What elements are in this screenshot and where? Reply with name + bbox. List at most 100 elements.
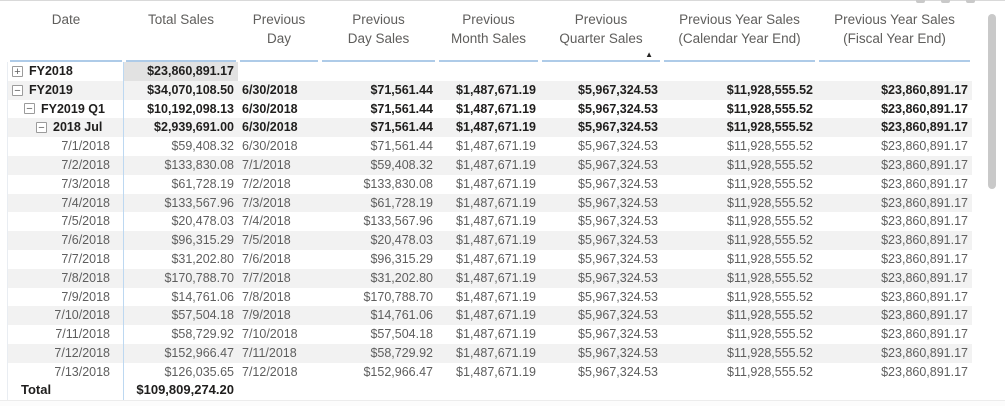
cell-prev-day[interactable]: 7/9/2018: [242, 308, 291, 323]
cell-prev-day[interactable]: 7/6/2018: [242, 251, 291, 266]
cell-prev-day[interactable]: 6/30/2018: [242, 101, 298, 116]
column-header-prev_day_sales[interactable]: Previous Day Sales: [320, 2, 437, 62]
cell-prev-day-sales[interactable]: $133,567.96: [363, 214, 433, 229]
cell-prev-day[interactable]: 6/30/2018: [242, 82, 298, 97]
cell-prev-day[interactable]: 7/5/2018: [242, 233, 291, 248]
cell-date[interactable]: 7/1/2018: [8, 137, 124, 156]
cell-prev-quarter-sales[interactable]: [540, 62, 662, 81]
column-header-prev_quarter_sales[interactable]: Previous Quarter Sales ▲: [540, 2, 662, 62]
cell-total-sales[interactable]: $59,408.32: [171, 139, 234, 154]
cell-prev-quarter-sales[interactable]: $5,967,324.53: [578, 270, 658, 285]
cell-prev-year-fiscal[interactable]: $23,860,891.17: [881, 195, 968, 210]
cell-prev-year-fiscal[interactable]: $23,860,891.17: [881, 139, 968, 154]
collapse-minus-icon[interactable]: −: [36, 122, 47, 134]
cell-prev-day-sales[interactable]: $152,966.47: [363, 364, 433, 379]
cell-prev-quarter-sales[interactable]: $5,967,324.53: [578, 176, 658, 191]
cell-prev-day-sales[interactable]: $96,315.29: [370, 251, 433, 266]
cell-prev-day[interactable]: 6/30/2018: [242, 120, 298, 135]
cell-prev-day[interactable]: 6/30/2018: [242, 139, 298, 154]
cell-prev-month-sales[interactable]: $1,487,671.19: [456, 270, 536, 285]
cell-prev-year-fiscal[interactable]: $23,860,891.17: [881, 327, 968, 342]
cell-prev-day[interactable]: 7/4/2018: [242, 214, 291, 229]
cell-prev-year-fiscal[interactable]: $23,860,891.17: [881, 270, 968, 285]
cell-date[interactable]: 7/12/2018: [8, 343, 124, 363]
cell-prev-quarter-sales[interactable]: $5,967,324.53: [578, 139, 658, 154]
cell-total-sales[interactable]: $152,966.47: [164, 345, 234, 360]
cell-prev-day[interactable]: 7/10/2018: [242, 327, 298, 342]
cell-prev-day-sales[interactable]: [320, 62, 437, 81]
cell-prev-year-fiscal[interactable]: $23,860,891.17: [881, 101, 968, 116]
cell-date[interactable]: 7/8/2018: [8, 268, 124, 288]
cell-prev-day-sales[interactable]: $170,788.70: [363, 289, 433, 304]
collapse-minus-icon[interactable]: −: [24, 103, 35, 115]
cell-prev-year-fiscal[interactable]: $23,860,891.17: [881, 176, 968, 191]
cell-prev-year-fiscal[interactable]: $23,860,891.17: [881, 120, 968, 135]
cell-prev-day-sales[interactable]: $71,561.44: [370, 101, 433, 116]
cell-date[interactable]: 7/7/2018: [8, 249, 124, 269]
cell-prev-year-fiscal[interactable]: $23,860,891.17: [881, 345, 968, 360]
cell-prev-day[interactable]: [238, 62, 320, 81]
cell-total-sales[interactable]: $126,035.65: [164, 364, 234, 379]
cell-prev-year-cal[interactable]: $11,928,555.52: [727, 195, 813, 210]
cell-prev-year-cal[interactable]: $11,928,555.52: [727, 270, 813, 285]
cell-prev-month-sales[interactable]: $1,487,671.19: [456, 176, 536, 191]
cell-date[interactable]: 7/4/2018: [8, 193, 124, 213]
cell-prev-quarter-sales[interactable]: $5,967,324.53: [578, 82, 658, 97]
cell-total-sales[interactable]: $34,070,108.50: [147, 82, 234, 97]
cell-date[interactable]: − FY2019: [8, 80, 124, 100]
cell-prev-day-sales[interactable]: $59,408.32: [370, 157, 433, 172]
cell-prev-year-fiscal[interactable]: $23,860,891.17: [881, 233, 968, 248]
cell-prev-year-cal[interactable]: $11,928,555.52: [727, 364, 813, 379]
cell-total-sales[interactable]: $133,830.08: [164, 157, 234, 172]
cell-prev-day[interactable]: 7/1/2018: [242, 157, 291, 172]
cell-total-sales[interactable]: $58,729.92: [171, 327, 234, 342]
cell-prev-year-cal[interactable]: $11,928,555.52: [727, 308, 813, 323]
column-header-date[interactable]: Date: [8, 2, 124, 62]
cell-prev-month-sales[interactable]: [437, 62, 540, 81]
cell-prev-month-sales[interactable]: $1,487,671.19: [456, 214, 536, 229]
cell-date[interactable]: 7/9/2018: [8, 287, 124, 307]
cell-prev-month-sales[interactable]: $1,487,671.19: [456, 195, 536, 210]
cell-total-sales[interactable]: $61,728.19: [171, 176, 234, 191]
cell-date[interactable]: 7/11/2018: [8, 325, 124, 344]
cell-prev-quarter-sales[interactable]: $5,967,324.53: [578, 289, 658, 304]
cell-total-sales[interactable]: $10,192,098.13: [147, 101, 234, 116]
cell-prev-month-sales[interactable]: $1,487,671.19: [456, 101, 536, 116]
cell-total-sales[interactable]: $14,761.06: [171, 289, 234, 304]
cell-prev-year-cal[interactable]: $11,928,555.52: [727, 176, 813, 191]
cell-date[interactable]: + FY2018: [8, 62, 124, 81]
cell-prev-quarter-sales[interactable]: $5,967,324.53: [578, 251, 658, 266]
cell-prev-year-cal[interactable]: $11,928,555.52: [726, 120, 813, 135]
cell-prev-month-sales[interactable]: $1,487,671.19: [456, 233, 536, 248]
cell-total-sales[interactable]: $23,860,891.17: [124, 62, 238, 81]
cell-prev-day[interactable]: 7/12/2018: [242, 364, 298, 379]
cell-prev-day-sales[interactable]: $31,202.80: [370, 270, 433, 285]
cell-prev-year-cal[interactable]: $11,928,555.52: [727, 214, 813, 229]
cell-date[interactable]: −2018 Jul: [8, 118, 124, 138]
cell-prev-month-sales[interactable]: $1,487,671.19: [456, 120, 536, 135]
cell-date[interactable]: 7/10/2018: [8, 306, 124, 326]
cell-prev-month-sales[interactable]: $1,487,671.19: [456, 82, 536, 97]
cell-prev-day-sales[interactable]: $57,504.18: [370, 327, 433, 342]
vertical-scrollbar[interactable]: [987, 10, 997, 390]
cell-prev-quarter-sales[interactable]: $5,967,324.53: [578, 364, 658, 379]
cell-prev-day[interactable]: 7/3/2018: [242, 195, 291, 210]
collapse-minus-icon[interactable]: −: [12, 84, 23, 96]
cell-prev-day-sales[interactable]: $14,761.06: [370, 308, 433, 323]
cell-prev-year-cal[interactable]: $11,928,555.52: [727, 289, 813, 304]
cell-prev-month-sales[interactable]: $1,487,671.19: [456, 345, 536, 360]
cell-prev-quarter-sales[interactable]: $5,967,324.53: [578, 101, 658, 116]
cell-prev-year-cal[interactable]: $11,928,555.52: [727, 327, 813, 342]
cell-prev-month-sales[interactable]: $1,487,671.19: [456, 308, 536, 323]
cell-prev-year-cal[interactable]: $11,928,555.52: [727, 345, 813, 360]
cell-prev-year-fiscal[interactable]: $23,860,891.17: [881, 214, 968, 229]
cell-prev-quarter-sales[interactable]: $5,967,324.53: [578, 233, 658, 248]
cell-date[interactable]: 7/2/2018: [8, 155, 124, 175]
cell-prev-day-sales[interactable]: $71,561.44: [370, 82, 433, 97]
cell-prev-day-sales[interactable]: $58,729.92: [370, 345, 433, 360]
cell-prev-quarter-sales[interactable]: $5,967,324.53: [578, 327, 658, 342]
column-header-total_sales[interactable]: Total Sales: [124, 2, 238, 62]
cell-prev-year-cal[interactable]: $11,928,555.52: [727, 157, 813, 172]
cell-prev-month-sales[interactable]: $1,487,671.19: [456, 139, 536, 154]
cell-prev-day[interactable]: 7/2/2018: [242, 176, 291, 191]
